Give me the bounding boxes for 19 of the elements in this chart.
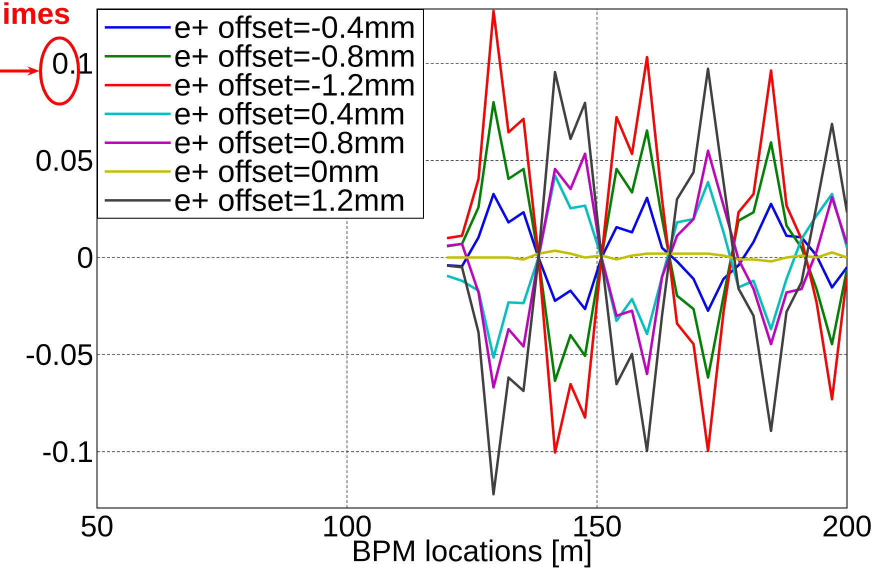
legend-label: e+ offset=0.8mm	[175, 130, 404, 154]
y-tick-label: 0.05	[36, 150, 92, 172]
x-axis-title: BPM locations [m]	[354, 540, 590, 568]
x-tick-label: 150	[574, 516, 621, 537]
x-tick-label: 50	[82, 516, 112, 537]
line-series	[446, 149, 848, 389]
y-tick-label: -0.1	[43, 441, 92, 462]
legend-label: e+ offset=-0.8mm	[175, 44, 414, 67]
y-tick-label: -0.05	[26, 344, 92, 366]
legend-label: e+ offset=-1.2mm	[175, 73, 414, 96]
x-tick-label: 200	[824, 516, 871, 537]
legend-label: e+ offset=0mm	[175, 160, 378, 182]
legend-label: e+ offset=-0.4mm	[175, 15, 414, 38]
y-tick-label: 0	[78, 246, 92, 268]
legend-label: e+ offset=0.4mm	[175, 102, 404, 125]
line-series	[446, 10, 848, 454]
text: imes	[4, 2, 70, 24]
x-tick-label: 100	[324, 516, 371, 537]
legend-label: e+ offset=1.2mm	[175, 188, 404, 212]
